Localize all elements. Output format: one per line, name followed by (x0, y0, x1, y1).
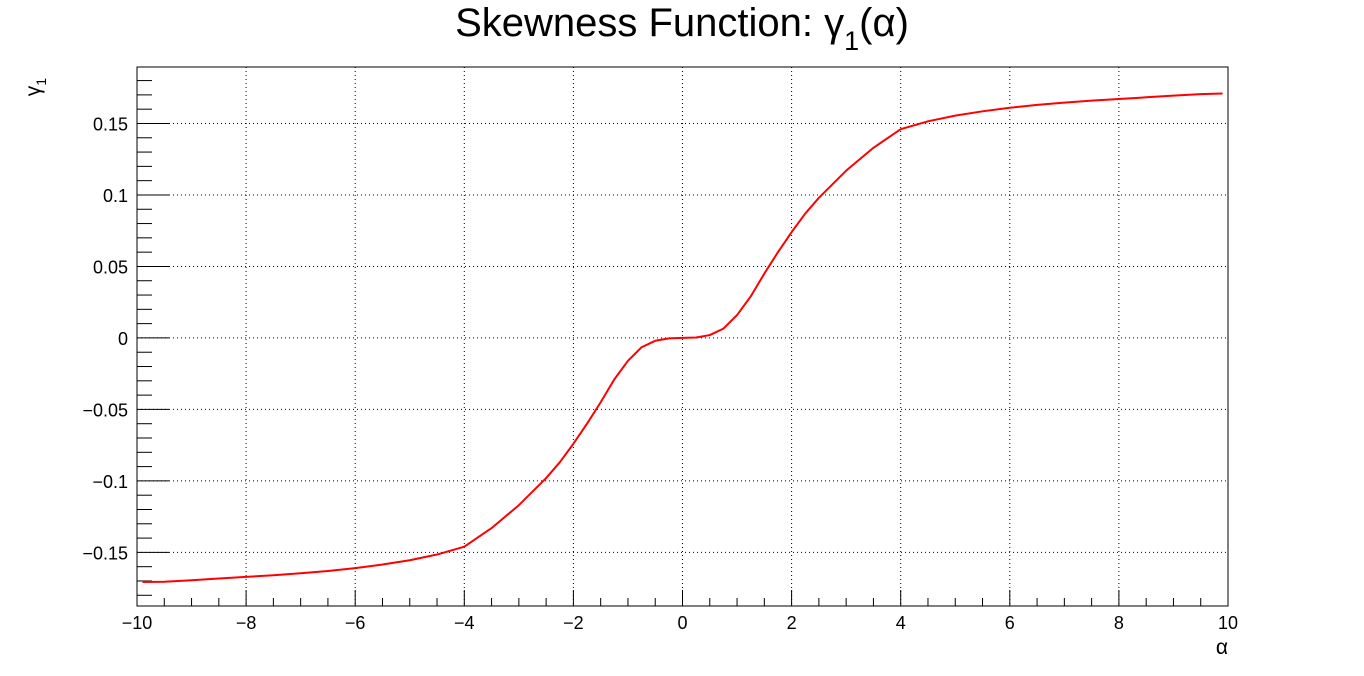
x-axis-label: α (1216, 636, 1228, 659)
x-tick-label: 0 (677, 613, 687, 633)
y-tick-label: 0.05 (93, 257, 128, 277)
y-axis-label-symbol: γ (22, 85, 45, 96)
series-layer (142, 92, 1223, 583)
x-tick-label: 4 (896, 613, 906, 633)
title-main: Skewness Function: (455, 1, 824, 45)
plot-frame (136, 66, 1229, 607)
x-tick-label: −2 (563, 613, 584, 633)
y-axis-label-subscript: 1 (33, 78, 49, 86)
title-symbol: γ (824, 1, 844, 45)
y-tick-label: 0 (118, 329, 128, 349)
x-tick-label: 2 (787, 613, 797, 633)
series-line (142, 92, 1223, 583)
y-axis-label: γ1 (22, 78, 49, 97)
y-tick-label: 0.15 (93, 114, 128, 134)
x-tick-label: −10 (122, 613, 153, 633)
chart-title: Skewness Function: γ1(α) (455, 1, 909, 56)
y-tick-label: −0.15 (82, 543, 128, 563)
title-suffix: (α) (859, 1, 909, 45)
x-tick-label: −6 (345, 613, 366, 633)
x-tick-label: 6 (1005, 613, 1015, 633)
x-tick-label: −4 (454, 613, 475, 633)
y-tick-label: 0.1 (103, 186, 128, 206)
title-subscript: 1 (844, 26, 859, 56)
y-tick-label: −0.05 (82, 400, 128, 420)
y-tick-label: −0.1 (92, 472, 128, 492)
x-tick-label: 8 (1114, 613, 1124, 633)
x-tick-label: 10 (1218, 613, 1238, 633)
tick-labels: −10 −8 −6 −4 −2 0 2 4 6 8 10 −0.15 −0.1 −0.05 0 0.05 0.1… (82, 114, 1238, 633)
x-tick-label: −8 (236, 613, 257, 633)
